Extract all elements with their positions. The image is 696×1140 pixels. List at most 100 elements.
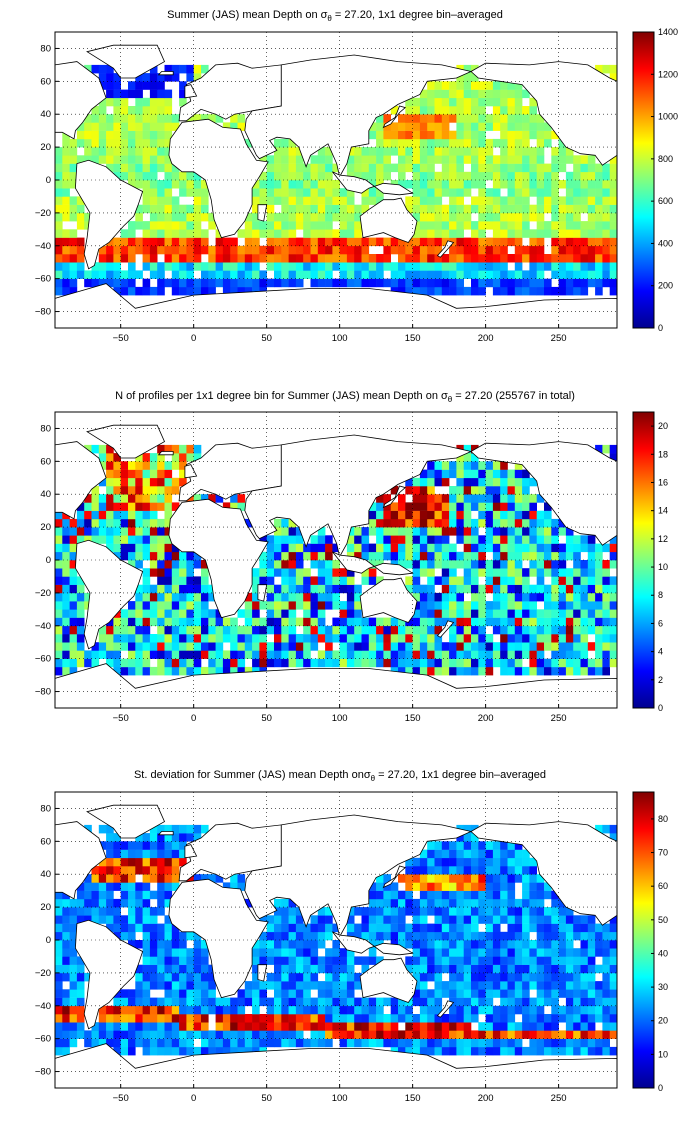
- data-cell: [193, 1014, 202, 1023]
- data-cell: [383, 931, 391, 941]
- data-cell: [507, 551, 516, 561]
- data-cell: [412, 948, 421, 957]
- data-cell: [587, 560, 596, 569]
- data-cell: [106, 262, 114, 271]
- data-cell: [427, 204, 435, 214]
- data-cell: [106, 634, 114, 643]
- data-cell: [62, 609, 70, 618]
- data-cell: [215, 997, 224, 1007]
- data-cell: [106, 130, 114, 140]
- data-cell: [492, 1022, 501, 1031]
- data-cell: [215, 270, 224, 279]
- data-cell: [602, 1022, 610, 1031]
- data-cell: [113, 907, 121, 916]
- data-cell: [171, 931, 180, 941]
- data-cell: [149, 997, 158, 1007]
- data-cell: [507, 972, 516, 982]
- data-cell: [471, 1030, 479, 1039]
- data-cell: [252, 1005, 260, 1015]
- data-cell: [354, 601, 362, 610]
- data-cell: [412, 138, 421, 148]
- data-cell: [507, 592, 516, 602]
- data-cell: [529, 625, 537, 635]
- data-cell: [354, 155, 362, 164]
- data-cell: [558, 972, 567, 982]
- data-cell: [332, 584, 340, 594]
- data-cell: [463, 890, 472, 900]
- data-cell: [69, 964, 78, 974]
- data-cell: [565, 155, 574, 164]
- data-cell: [332, 592, 340, 602]
- data-cell: [157, 584, 165, 594]
- data-cell: [193, 981, 202, 990]
- data-cell: [456, 73, 464, 82]
- data-cell: [368, 1030, 377, 1039]
- data-cell: [91, 658, 100, 668]
- data-cell: [91, 882, 100, 891]
- data-cell: [441, 1038, 450, 1048]
- data-cell: [463, 89, 472, 99]
- data-cell: [149, 833, 158, 842]
- data-cell: [441, 180, 450, 189]
- data-cell: [76, 997, 85, 1007]
- data-cell: [463, 535, 472, 544]
- data-cell: [514, 601, 523, 610]
- data-cell: [288, 642, 297, 651]
- data-cell: [463, 849, 472, 859]
- data-cell: [310, 601, 319, 610]
- data-cell: [266, 535, 275, 544]
- data-cell: [274, 254, 282, 263]
- data-cell: [514, 956, 523, 965]
- data-cell: [120, 923, 129, 933]
- data-cell: [536, 592, 545, 602]
- data-cell: [164, 923, 173, 933]
- data-cell: [522, 1022, 530, 1031]
- data-cell: [325, 163, 333, 173]
- data-cell: [544, 163, 552, 173]
- data-cell: [485, 849, 494, 859]
- data-cell: [405, 642, 413, 651]
- data-cell: [376, 576, 384, 585]
- data-cell: [427, 155, 435, 164]
- data-cell: [354, 163, 362, 173]
- x-tick-label: 100: [332, 1093, 348, 1104]
- data-cell: [536, 122, 545, 131]
- data-cell: [492, 931, 501, 941]
- data-cell: [346, 568, 355, 577]
- data-cell: [390, 543, 399, 553]
- data-cell: [135, 989, 143, 998]
- data-cell: [573, 584, 581, 594]
- data-cell: [492, 1046, 501, 1056]
- data-cell: [120, 625, 129, 635]
- data-cell: [471, 163, 479, 173]
- data-cell: [179, 989, 187, 998]
- data-cell: [368, 543, 377, 553]
- data-cell: [171, 1022, 180, 1031]
- data-cell: [456, 948, 464, 957]
- data-cell: [106, 510, 114, 520]
- data-cell: [383, 551, 391, 561]
- data-cell: [492, 212, 501, 222]
- data-cell: [164, 576, 173, 585]
- data-cell: [346, 212, 355, 222]
- data-cell: [573, 997, 581, 1007]
- data-cell: [456, 155, 464, 164]
- data-cell: [62, 956, 70, 965]
- data-cell: [317, 997, 326, 1007]
- data-cell: [142, 931, 151, 941]
- data-cell: [587, 188, 596, 197]
- data-cell: [259, 270, 267, 279]
- data-cell: [113, 171, 121, 181]
- data-cell: [361, 956, 370, 965]
- data-cell: [98, 1014, 107, 1023]
- data-cell: [485, 278, 494, 288]
- data-cell: [449, 997, 457, 1007]
- data-cell: [62, 634, 70, 643]
- data-cell: [536, 989, 545, 998]
- data-cell: [193, 286, 202, 296]
- data-cell: [580, 245, 589, 255]
- data-cell: [558, 576, 567, 585]
- data-cell: [266, 1005, 275, 1015]
- data-cell: [485, 477, 494, 487]
- data-cell: [193, 229, 202, 238]
